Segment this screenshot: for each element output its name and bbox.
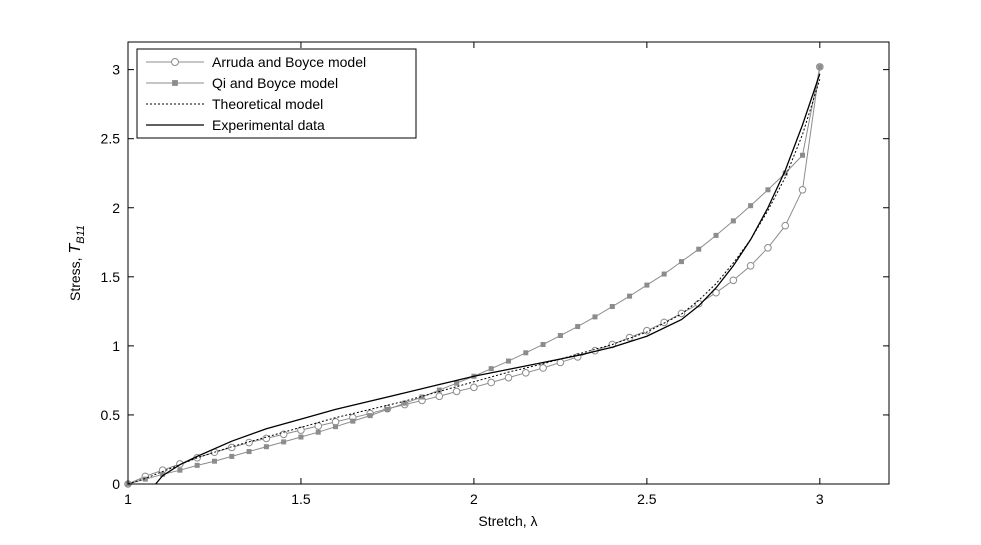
legend-box [136, 48, 417, 139]
data-point-square [592, 314, 598, 320]
data-point-square [765, 187, 771, 193]
y-axis-label-prefix: Stress, [67, 254, 83, 301]
data-point-circle [227, 443, 236, 452]
data-point-circle [556, 358, 565, 367]
data-point-square [678, 259, 684, 265]
data-point-square [246, 449, 252, 455]
data-point-square [661, 271, 667, 277]
plot-marks [124, 63, 824, 488]
data-point-square [454, 380, 460, 386]
data-point-square [263, 444, 269, 450]
data-point-circle [297, 426, 305, 434]
y-axis-label-symbol: T [67, 243, 84, 254]
data-point-circle [487, 378, 496, 387]
data-point-square [402, 400, 408, 406]
data-point-square [384, 406, 390, 412]
data-point-circle [694, 299, 703, 308]
data-point-circle [279, 430, 288, 439]
legend: Arruda and Boyce model Qi and Boyce mode… [136, 48, 417, 139]
x-axis-label: Stretch, λ [478, 513, 537, 529]
data-point-circle [504, 373, 513, 382]
data-point-circle [452, 387, 461, 396]
y-tick-label: 2 [112, 200, 120, 216]
data-point-circle [729, 276, 738, 285]
data-point-square [609, 304, 615, 310]
data-point-circle [677, 309, 686, 318]
y-axis-label-subscript: B11 [75, 225, 87, 244]
legend-swatch-circle-marker [171, 58, 179, 66]
y-axis-label: Stress, TB11 [67, 225, 87, 301]
data-point-square [281, 439, 287, 445]
plot-area-frame [127, 41, 890, 485]
data-point-square [800, 152, 806, 158]
data-point-square [229, 453, 235, 459]
series-line [127, 79, 821, 485]
data-point-square [298, 434, 304, 440]
data-point-circle [262, 434, 271, 443]
axis-ticks: 1 1.5 2 2.5 3 0 0.5 1 1.5 2 2.5 3 [101, 42, 889, 507]
data-point-square [557, 333, 563, 339]
y-tick-label: 0 [112, 476, 120, 492]
data-point-square [315, 429, 321, 435]
data-point-circle [435, 392, 444, 401]
legend-item-theoretical: Theoretical model [146, 96, 323, 112]
data-point-circle [643, 326, 651, 335]
data-point-square [350, 418, 356, 424]
data-point-square [177, 467, 183, 473]
x-tick-label: 2.5 [637, 491, 657, 507]
data-point-circle [798, 185, 807, 194]
data-point-circle [746, 261, 755, 270]
legend-item-qi-boyce: Qi and Boyce model [146, 75, 338, 91]
legend-label: Experimental data [212, 117, 325, 133]
data-point-square [730, 218, 736, 224]
data-point-square [817, 64, 823, 70]
data-point-circle [764, 244, 772, 252]
x-tick-label: 1.5 [291, 491, 311, 507]
data-point-square [436, 387, 442, 393]
legend-label: Qi and Boyce model [212, 75, 338, 91]
data-point-square [505, 358, 511, 364]
data-point-square [211, 458, 217, 464]
legend-label: Arruda and Boyce model [212, 54, 366, 70]
data-point-circle [781, 221, 790, 230]
legend-swatch-square-marker [172, 80, 178, 86]
series-line [155, 73, 821, 485]
y-tick-label: 2.5 [101, 131, 121, 147]
data-point-square [713, 232, 719, 238]
data-point-circle [470, 383, 478, 392]
data-point-square [523, 350, 529, 356]
data-point-square [540, 341, 546, 347]
data-point-square [575, 324, 581, 330]
data-point-circle [712, 288, 720, 297]
data-point-square [488, 366, 494, 372]
data-point-square [644, 282, 650, 288]
data-point-square [142, 476, 148, 482]
y-tick-label: 1 [112, 338, 120, 354]
series-theoretical-model [127, 79, 821, 485]
data-point-circle [539, 364, 547, 372]
data-point-square [367, 413, 373, 419]
x-tick-label: 1 [124, 491, 132, 507]
data-point-circle [331, 418, 340, 426]
legend-item-arruda-boyce: Arruda and Boyce model [146, 54, 366, 70]
y-tick-label: 0.5 [101, 407, 121, 423]
x-tick-label: 2 [470, 491, 478, 507]
data-point-square [748, 203, 754, 209]
y-tick-label: 3 [112, 62, 120, 78]
y-tick-label: 1.5 [101, 269, 121, 285]
data-point-square [333, 424, 339, 430]
legend-item-experimental: Experimental data [146, 117, 325, 133]
data-point-square [194, 462, 200, 468]
data-point-square [696, 246, 702, 252]
data-point-circle [521, 369, 530, 377]
x-tick-label: 3 [816, 491, 824, 507]
data-point-circle [660, 318, 668, 327]
data-point-square [627, 293, 633, 299]
series-experimental-data [155, 73, 821, 485]
legend-label: Theoretical model [212, 96, 323, 112]
